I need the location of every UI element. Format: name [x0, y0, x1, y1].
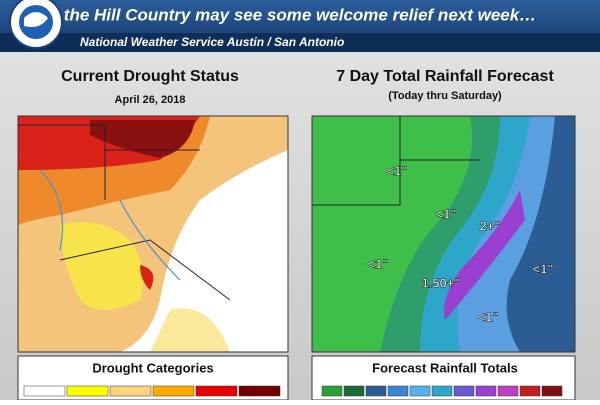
map-label: 1.50+" [421, 275, 460, 290]
map-label: <1" [533, 261, 554, 276]
map-label: <1" [368, 256, 389, 271]
map-labels: <1" <1" 2+" <1" 1.50+" <1" <1" [367, 163, 554, 325]
drought-legend-swatches [23, 385, 281, 397]
drought-map [18, 116, 288, 352]
panel-title: Current Drought Status [61, 68, 239, 85]
map-label: 2+" [480, 218, 501, 233]
panel-date: April 26, 2018 [115, 94, 186, 106]
map-frame [311, 115, 576, 353]
legend-title: Drought Categories [92, 360, 213, 375]
map-label: <1" [387, 163, 408, 178]
panel-subtitle: (Today thru Saturday) [388, 90, 502, 102]
nws-logo [9, 0, 63, 49]
legend-title: Forecast Rainfall Totals [372, 360, 518, 375]
header-subtitle: National Weather Service Austin / San An… [80, 35, 344, 49]
rain-legend-swatches [321, 385, 563, 397]
map-frame [17, 115, 289, 353]
subheader-bar [0, 33, 600, 52]
rainfall-map [312, 116, 575, 352]
map-label: <1" [478, 309, 499, 324]
header-title: the Hill Country may see some welcome re… [64, 5, 536, 24]
map-label: <1" [436, 206, 457, 221]
panel-title: 7 Day Total Rainfall Forecast [336, 68, 554, 85]
